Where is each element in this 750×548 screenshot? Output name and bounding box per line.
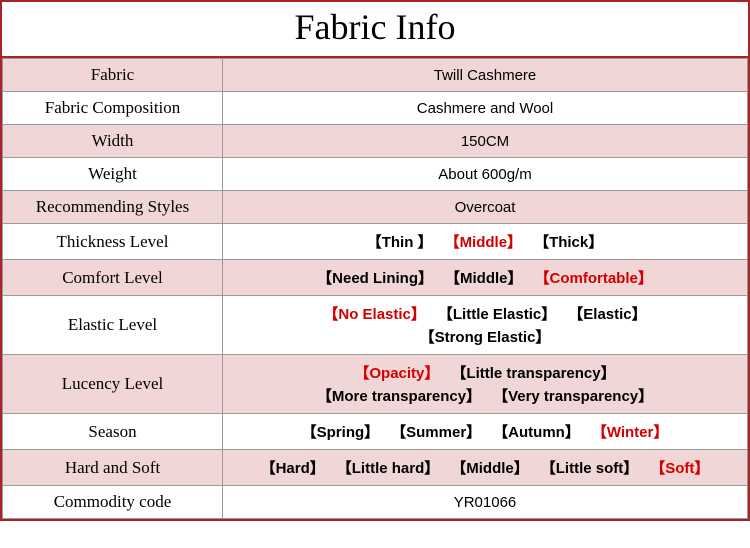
row-label: Lucency Level <box>3 355 223 414</box>
row-value: Twill Cashmere <box>223 59 748 92</box>
table-row: Fabric CompositionCashmere and Wool <box>3 92 748 125</box>
fabric-table: FabricTwill CashmereFabric CompositionCa… <box>2 58 748 519</box>
option: 【Thin 】 <box>367 231 433 252</box>
option: 【More transparency】 <box>317 385 481 406</box>
table-row: Elastic Level【No Elastic】【Little Elastic… <box>3 296 748 355</box>
row-value: 【Need Lining】【Middle】【Comfortable】 <box>223 260 748 296</box>
option: 【Hard】 <box>261 457 325 478</box>
row-label: Width <box>3 125 223 158</box>
row-label: Commodity code <box>3 486 223 519</box>
table-row: Width150CM <box>3 125 748 158</box>
table-row: Thickness Level【Thin 】【Middle】【Thick】 <box>3 224 748 260</box>
option: 【Autumn】 <box>493 421 580 442</box>
option: 【Thick】 <box>534 231 603 252</box>
row-value: 【Opacity】【Little transparency】【More tran… <box>223 355 748 414</box>
row-label: Season <box>3 414 223 450</box>
option: 【Very transparency】 <box>493 385 653 406</box>
option: 【Soft】 <box>650 457 709 478</box>
table-row: Comfort Level【Need Lining】【Middle】【Comfo… <box>3 260 748 296</box>
row-label: Comfort Level <box>3 260 223 296</box>
option: 【Spring】 <box>302 421 380 442</box>
row-label: Hard and Soft <box>3 450 223 486</box>
option: 【Summer】 <box>391 421 481 442</box>
option: 【Little Elastic】 <box>438 303 556 324</box>
option: 【No Elastic】 <box>323 303 426 324</box>
row-value: Cashmere and Wool <box>223 92 748 125</box>
row-value: About 600g/m <box>223 158 748 191</box>
row-value: Overcoat <box>223 191 748 224</box>
option: 【Comfortable】 <box>535 267 653 288</box>
table-row: Lucency Level【Opacity】【Little transparen… <box>3 355 748 414</box>
row-label: Recommending Styles <box>3 191 223 224</box>
row-label: Thickness Level <box>3 224 223 260</box>
row-value: 【No Elastic】【Little Elastic】【Elastic】【St… <box>223 296 748 355</box>
table-row: Season【Spring】【Summer】【Autumn】【Winter】 <box>3 414 748 450</box>
option: 【Little soft】 <box>541 457 639 478</box>
table-title: Fabric Info <box>2 2 748 58</box>
row-label: Weight <box>3 158 223 191</box>
option: 【Little hard】 <box>337 457 440 478</box>
row-value: 【Thin 】【Middle】【Thick】 <box>223 224 748 260</box>
table-row: Commodity codeYR01066 <box>3 486 748 519</box>
row-value: 150CM <box>223 125 748 158</box>
row-value: YR01066 <box>223 486 748 519</box>
table-row: FabricTwill Cashmere <box>3 59 748 92</box>
option: 【Elastic】 <box>568 303 646 324</box>
row-value: 【Hard】【Little hard】【Middle】【Little soft】… <box>223 450 748 486</box>
table-row: Recommending StylesOvercoat <box>3 191 748 224</box>
table-row: WeightAbout 600g/m <box>3 158 748 191</box>
option: 【Middle】 <box>451 457 529 478</box>
fabric-info-table: Fabric Info FabricTwill CashmereFabric C… <box>0 0 750 521</box>
option: 【Middle】 <box>445 267 523 288</box>
option: 【Middle】 <box>445 231 523 252</box>
table-row: Hard and Soft【Hard】【Little hard】【Middle】… <box>3 450 748 486</box>
option: 【Little transparency】 <box>451 362 615 383</box>
row-label: Fabric <box>3 59 223 92</box>
option: 【Strong Elastic】 <box>420 326 551 347</box>
row-value: 【Spring】【Summer】【Autumn】【Winter】 <box>223 414 748 450</box>
row-label: Fabric Composition <box>3 92 223 125</box>
option: 【Need Lining】 <box>317 267 433 288</box>
row-label: Elastic Level <box>3 296 223 355</box>
option: 【Winter】 <box>592 421 669 442</box>
option: 【Opacity】 <box>354 362 439 383</box>
